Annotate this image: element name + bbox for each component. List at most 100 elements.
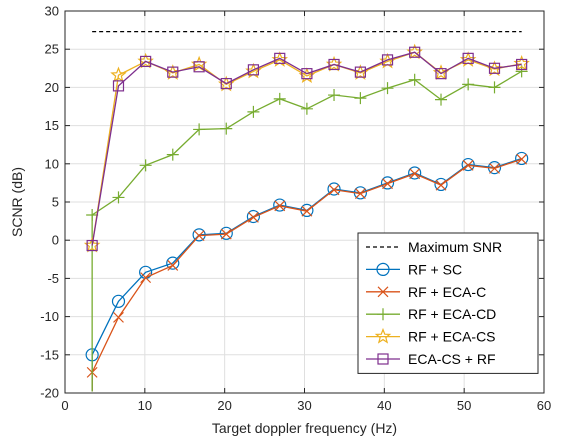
y-tick-label: -15 <box>40 347 59 362</box>
legend: Maximum SNR RF + SC RF + ECA-C RF + ECA-CD R… <box>357 232 539 374</box>
data-point <box>328 58 340 71</box>
data-point <box>139 159 152 172</box>
data-point <box>381 54 394 66</box>
x-tick-label: 10 <box>138 398 152 413</box>
data-point <box>328 89 341 102</box>
y-tick-label: 20 <box>45 80 59 95</box>
legend-swatch-marker <box>377 286 389 298</box>
data-point <box>166 256 180 270</box>
data-point <box>274 52 286 64</box>
series-rf-eca-cs <box>83 43 530 253</box>
data-point <box>219 226 233 240</box>
y-tick-label: 0 <box>52 233 59 248</box>
y-tick-label: 10 <box>45 156 59 171</box>
legend-label: Maximum SNR <box>408 239 502 255</box>
data-point <box>300 102 313 115</box>
data-point <box>112 80 125 92</box>
data-point <box>111 294 126 308</box>
data-point <box>140 272 152 284</box>
data-point <box>86 208 99 221</box>
x-tick-label: 60 <box>537 398 551 413</box>
data-point <box>247 105 260 118</box>
data-point <box>408 166 422 180</box>
series-eca-cs-rf <box>86 46 528 252</box>
data-point <box>408 73 421 86</box>
data-point <box>516 153 528 165</box>
data-point <box>515 151 529 166</box>
x-tick-label: 0 <box>61 398 68 413</box>
data-point <box>220 122 233 135</box>
y-tick-label: -20 <box>40 386 59 401</box>
legend-item: RF + ECA-CD <box>366 306 496 322</box>
legend-item: ECA-CS + RF <box>366 351 496 367</box>
data-point <box>435 68 447 80</box>
data-point <box>247 64 260 76</box>
tick-layer: 0 10 20 30 40 50 60 -20 -15 -10 -5 0 5 10 15 20 25 30 <box>40 4 551 414</box>
data-point <box>140 55 152 68</box>
data-point <box>274 200 286 212</box>
legend-label: RF + ECA-CS <box>408 329 496 345</box>
data-point <box>381 82 394 95</box>
data-point <box>516 58 528 71</box>
data-point <box>489 162 500 174</box>
y-tick-label: 25 <box>45 42 59 57</box>
series-line <box>91 158 522 392</box>
y-tick-label: 30 <box>45 4 59 19</box>
series-line <box>91 70 522 392</box>
data-point <box>434 177 448 192</box>
x-tick-label: 30 <box>297 398 311 413</box>
x-axis-label: Target doppler frequency (Hz) <box>212 420 397 436</box>
data-point <box>462 52 474 64</box>
x-tick-label: 50 <box>457 398 471 413</box>
data-point <box>354 92 367 105</box>
data-point <box>409 46 421 58</box>
data-point <box>247 211 259 223</box>
data-point <box>354 188 366 200</box>
data-point <box>167 66 179 78</box>
legend-box <box>357 232 539 374</box>
data-point <box>112 191 125 204</box>
legend-item: RF + ECA-C <box>366 284 486 300</box>
data-point <box>273 198 287 212</box>
data-point <box>166 148 179 161</box>
y-tick-label: 15 <box>45 118 59 133</box>
legend-items: Maximum SNR RF + SC RF + ECA-C RF + ECA-CD R… <box>366 239 502 367</box>
legend-label: ECA-CS + RF <box>408 351 496 367</box>
legend-swatch-marker <box>377 353 389 365</box>
data-point <box>435 179 447 191</box>
series-layer <box>83 43 530 392</box>
data-point <box>220 228 232 240</box>
legend-label: RF + ECA-CD <box>408 306 496 322</box>
data-point <box>193 123 206 136</box>
data-point <box>382 178 393 190</box>
data-point <box>193 61 205 73</box>
data-point <box>461 157 475 172</box>
series-line <box>91 51 522 246</box>
y-tick-label: 5 <box>52 195 59 210</box>
data-point <box>435 93 448 106</box>
data-point <box>301 68 313 80</box>
y-tick-label: -5 <box>47 271 59 286</box>
x-tick-label: 40 <box>377 398 391 413</box>
data-point <box>273 92 286 105</box>
legend-item: RF + ECA-CS <box>366 327 496 345</box>
legend-label: RF + ECA-C <box>408 284 486 300</box>
data-point <box>462 159 474 171</box>
legend-swatch-marker <box>376 262 390 276</box>
data-point <box>113 311 124 323</box>
data-point <box>167 259 179 271</box>
legend-swatch-marker <box>374 327 392 344</box>
data-point <box>220 77 232 90</box>
data-point <box>488 81 501 94</box>
legend-swatch-marker <box>377 308 389 321</box>
x-tick-label: 20 <box>217 398 231 413</box>
data-point <box>327 182 341 196</box>
data-point <box>193 230 205 242</box>
data-point <box>488 62 501 74</box>
data-point <box>86 239 98 252</box>
data-point <box>462 78 475 91</box>
legend-item: Maximum SNR <box>366 239 502 255</box>
data-point <box>110 66 127 83</box>
y-tick-label: -10 <box>40 309 59 324</box>
